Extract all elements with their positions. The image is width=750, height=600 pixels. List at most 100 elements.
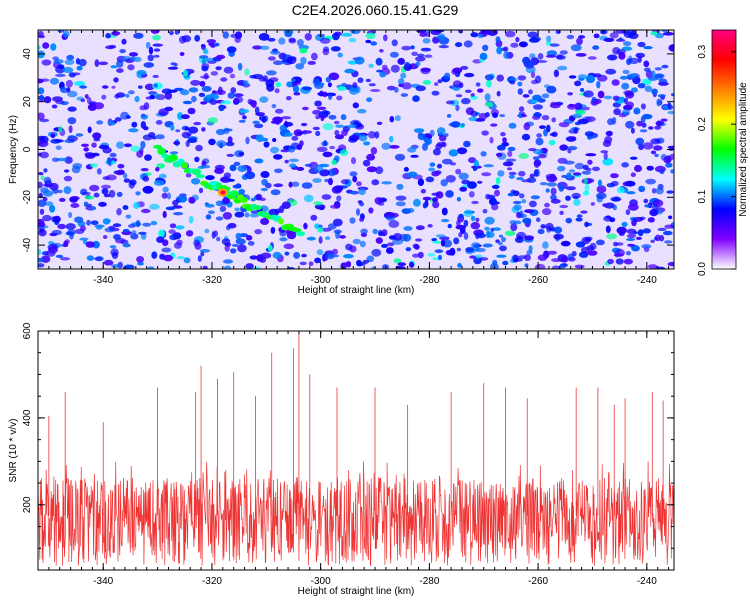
spectrogram-cell [475, 217, 480, 222]
spectrogram-cell [138, 231, 147, 235]
spectrogram-cell [509, 77, 518, 82]
spectrogram-cell [671, 44, 674, 50]
spectrogram-cell [513, 258, 523, 262]
snr-panel: -340 -320 -300 -280 -260 -240 200 400 600 Height … [8, 322, 675, 597]
spectrogram-cell [233, 161, 241, 166]
spectrogram-cell [650, 239, 655, 243]
ridge-cell [168, 154, 179, 162]
spectrogram-cell [456, 247, 461, 252]
spectrogram-cell [489, 201, 500, 205]
spectrogram-cell [583, 90, 594, 98]
spectrogram-cell [504, 230, 516, 237]
spectrogram-cell [566, 172, 572, 180]
spectrogram-cell [654, 67, 662, 71]
spectrogram-cell [580, 210, 588, 214]
spectrogram-cell [102, 147, 112, 154]
spectrogram-cell [153, 48, 161, 52]
spectrogram-cell [301, 122, 308, 127]
spectrogram-cell [400, 72, 407, 79]
spectrogram-cell [112, 223, 122, 228]
spectrogram-cell [585, 153, 597, 157]
spectrogram-cell [640, 103, 646, 110]
spectrogram-cell [605, 68, 617, 75]
spectrogram-cell [485, 79, 492, 88]
spectrogram-cell [197, 255, 202, 262]
spectrogram-cell [434, 249, 444, 254]
spectrogram-cell [321, 141, 329, 147]
spectrogram-cell [311, 52, 318, 61]
spectrogram-cell [524, 263, 529, 268]
spectrogram-cell [644, 204, 651, 208]
spectrogram-cell [260, 218, 270, 225]
spectrogram-cell [670, 169, 674, 174]
spectrogram-cell [245, 263, 254, 269]
spectrogram-cell [261, 178, 268, 186]
spectrogram-cell [38, 135, 45, 142]
spectrogram-cell [162, 186, 169, 193]
spectrogram-cell [178, 195, 188, 203]
spectrogram-cell [259, 96, 269, 103]
spectrogram-cell [322, 91, 328, 98]
spectrogram-cell [66, 54, 75, 61]
spectrogram-cell [526, 177, 537, 184]
spectrogram-cell [494, 189, 500, 197]
spectrogram-cell [523, 60, 535, 68]
spectrogram-cell [286, 81, 293, 88]
spectrogram-cell [440, 218, 450, 223]
spectrogram-cell [158, 173, 167, 179]
spectrogram-cell [398, 78, 405, 86]
spectrogram-cell [229, 73, 236, 79]
spectrogram-cell [536, 133, 542, 138]
spectrogram-cell [386, 85, 396, 91]
spectrogram-cell [395, 266, 406, 269]
spectrogram-cell [52, 187, 59, 194]
spectrogram-cell [616, 226, 627, 235]
spectrogram-cell [284, 132, 293, 137]
spectrogram-cell [559, 50, 568, 55]
spectrogram-cell [626, 233, 637, 239]
spectrogram-cell [230, 33, 238, 39]
spectrogram-cell [398, 83, 404, 88]
spectrogram-cell [152, 34, 161, 41]
spectrogram-cell [524, 235, 535, 241]
spectrogram-cell [657, 94, 666, 98]
spectrogram-cell [67, 106, 77, 112]
spectrogram-cell [258, 33, 270, 41]
spectrogram-cell [84, 195, 95, 200]
spectrogram-cell [59, 87, 67, 93]
spectrogram-cell [103, 259, 114, 266]
spectrogram-cell [49, 204, 56, 213]
spectrogram-cell [183, 69, 188, 77]
spectrogram-cell [419, 32, 428, 37]
spectrogram-cell [320, 114, 325, 122]
spectrogram-cell [147, 266, 155, 269]
spectrogram-cell [153, 83, 158, 88]
spectrogram-cell [475, 82, 481, 87]
spectrogram-cell [188, 126, 199, 134]
spectrogram-cell [436, 141, 446, 147]
spectrogram-cell [517, 75, 527, 81]
spectrogram-cell [251, 100, 257, 108]
spectrogram-cell [322, 48, 330, 56]
spectrogram-cell [446, 114, 452, 118]
spectrogram-cell [158, 229, 165, 238]
spectrogram-cell [375, 166, 384, 175]
spectrogram-cell [111, 85, 116, 89]
spectrogram-cell [613, 253, 624, 257]
spectrogram-cell [187, 107, 196, 115]
spectrogram-cell [334, 31, 342, 37]
spectrogram-cell [536, 217, 541, 222]
spectrogram-cell [612, 95, 620, 101]
spectrogram-cell [221, 238, 231, 246]
spectrogram-cell [510, 223, 518, 232]
spectrogram-cell [348, 137, 358, 143]
spectrogram-cell [441, 207, 448, 216]
spectrogram-cell [389, 116, 395, 123]
spectrogram-cell [198, 92, 206, 97]
spectrogram-cell [625, 120, 635, 129]
spectrogram-cell [131, 121, 138, 128]
spectrogram-cell [649, 209, 659, 217]
spectrogram-cell [501, 236, 506, 243]
spectrogram-cell [226, 225, 231, 231]
